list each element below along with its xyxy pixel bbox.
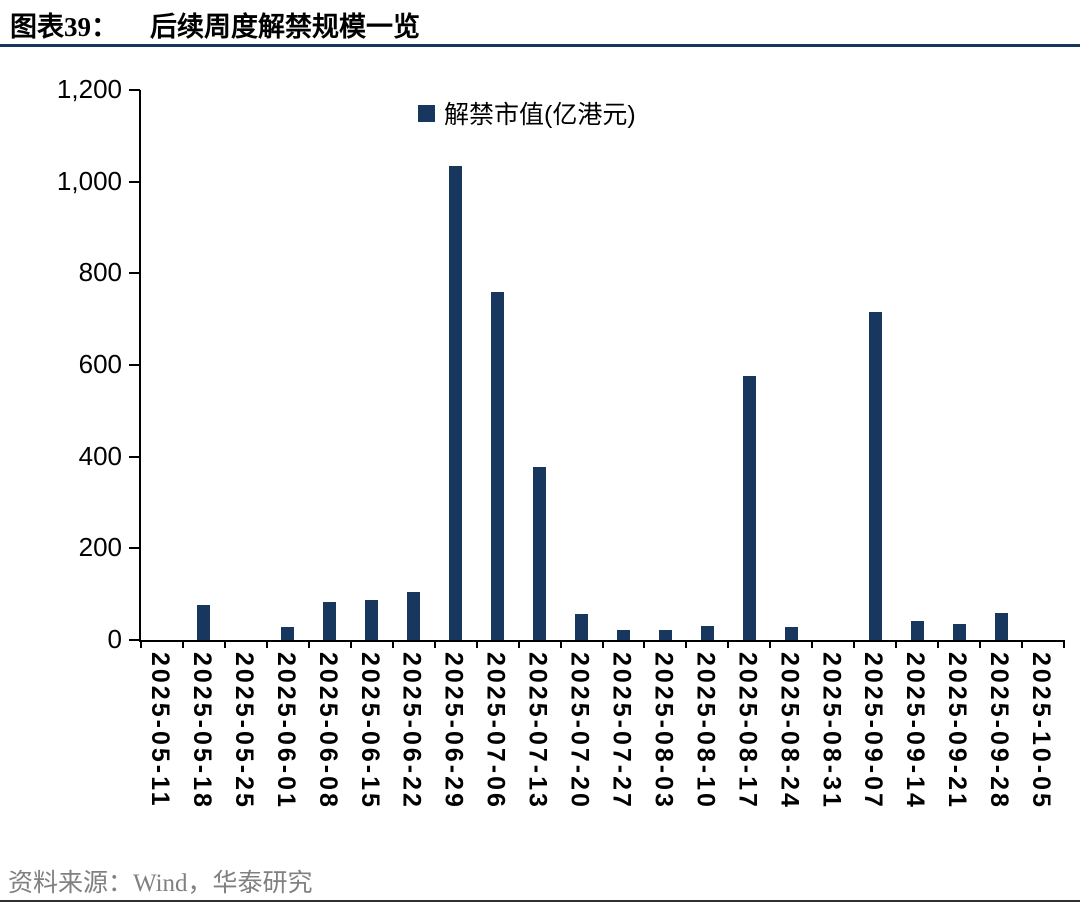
y-axis-tick	[129, 547, 140, 550]
figure-header: 图表39： 后续周度解禁规模一览	[10, 5, 420, 44]
bar-2025-08-24	[784, 627, 798, 640]
x-axis-tick	[559, 640, 562, 648]
x-axis-label: 2025-06-01	[271, 652, 300, 810]
x-axis-tick	[1063, 640, 1065, 648]
x-axis-tick	[853, 640, 856, 648]
x-axis-label: 2025-06-22	[397, 652, 426, 810]
x-axis-label: 2025-09-21	[943, 652, 972, 810]
x-axis-tick	[517, 640, 520, 648]
chart-legend: 解禁市值(亿港元)	[418, 95, 636, 131]
x-axis-tick	[685, 640, 688, 648]
legend-label: 解禁市值(亿港元)	[444, 101, 636, 129]
x-axis-tick	[223, 640, 226, 648]
x-axis-label: 2025-09-07	[859, 652, 888, 810]
y-axis-tick-label: 800	[78, 257, 122, 288]
bar-2025-06-29	[449, 165, 463, 640]
y-axis-tick	[129, 639, 140, 641]
x-axis-label: 2025-07-20	[565, 652, 594, 810]
bar-2025-08-17	[742, 376, 756, 640]
bar-2025-08-03	[658, 630, 672, 640]
x-axis-label: 2025-09-14	[901, 652, 930, 810]
x-axis-tick	[1021, 640, 1024, 648]
plot-area	[139, 90, 1065, 648]
x-axis-tick	[475, 640, 478, 648]
x-axis-label: 2025-07-13	[523, 652, 552, 810]
x-axis-tick	[349, 640, 352, 648]
bar-2025-07-06	[491, 291, 505, 640]
x-axis-tick	[769, 640, 772, 648]
bar-2025-06-01	[281, 627, 295, 640]
x-axis-label: 2025-09-28	[985, 652, 1014, 810]
x-axis-label: 2025-08-17	[733, 652, 762, 810]
x-axis-label: 2025-06-08	[313, 652, 342, 810]
y-axis-tick	[129, 272, 140, 275]
title-underline	[0, 44, 1080, 47]
y-axis-tick	[129, 180, 140, 183]
x-axis-label: 2025-06-29	[439, 652, 468, 810]
x-axis-label: 2025-08-10	[691, 652, 720, 810]
bar-2025-07-20	[575, 613, 589, 640]
x-axis-tick	[895, 640, 898, 648]
y-axis-tick-label: 200	[78, 532, 122, 563]
x-axis-tick	[307, 640, 310, 648]
bar-2025-06-15	[365, 599, 379, 640]
bar-2025-06-22	[407, 591, 421, 640]
y-axis-tick	[129, 89, 140, 91]
bar-2025-06-08	[323, 601, 337, 640]
x-axis-label: 2025-08-24	[775, 652, 804, 810]
y-axis-tick-label: 0	[107, 624, 122, 654]
x-axis-label: 2025-06-15	[355, 652, 384, 810]
x-axis-label: 2025-05-11	[145, 652, 174, 809]
x-axis-tick	[979, 640, 982, 648]
x-axis-label: 2025-07-27	[607, 652, 636, 810]
y-axis-tick-label: 400	[78, 440, 122, 471]
source-note: 资料来源：Wind，华泰研究	[8, 870, 313, 897]
y-axis-tick-label: 1,000	[56, 165, 122, 196]
x-axis-tick	[181, 640, 184, 648]
legend-swatch-icon	[418, 104, 435, 122]
bar-2025-08-10	[700, 625, 714, 640]
x-axis-tick	[140, 640, 142, 648]
x-axis-tick	[811, 640, 814, 648]
x-axis-label: 2025-10-05	[1027, 652, 1056, 810]
bar-2025-09-21	[952, 623, 966, 640]
x-axis-label: 2025-08-03	[649, 652, 678, 810]
bar-2025-09-14	[910, 620, 924, 640]
x-axis-tick	[937, 640, 940, 648]
bottom-rule	[0, 900, 1080, 902]
x-axis-tick	[265, 640, 268, 648]
x-axis-tick	[433, 640, 436, 648]
x-axis-label: 2025-05-25	[229, 652, 258, 810]
figure-number: 图表39：	[10, 12, 118, 42]
y-axis-tick	[129, 455, 140, 458]
bar-2025-05-18	[197, 605, 211, 640]
x-axis-tick	[727, 640, 730, 648]
x-axis-label: 2025-08-31	[817, 652, 846, 810]
x-axis-tick	[391, 640, 394, 648]
y-axis-tick-label: 600	[78, 349, 122, 379]
bar-2025-09-07	[868, 311, 882, 640]
bar-2025-07-27	[616, 630, 630, 640]
bar-2025-07-13	[533, 467, 547, 640]
bar-2025-09-28	[994, 612, 1008, 640]
figure-title: 后续周度解禁规模一览	[150, 12, 420, 42]
x-axis-tick	[601, 640, 604, 648]
x-axis-tick	[643, 640, 646, 648]
x-axis-label: 2025-07-06	[481, 652, 510, 810]
y-axis-tick-label: 1,200	[56, 74, 122, 104]
y-axis-tick	[129, 364, 140, 366]
x-axis-label: 2025-05-18	[187, 652, 216, 810]
